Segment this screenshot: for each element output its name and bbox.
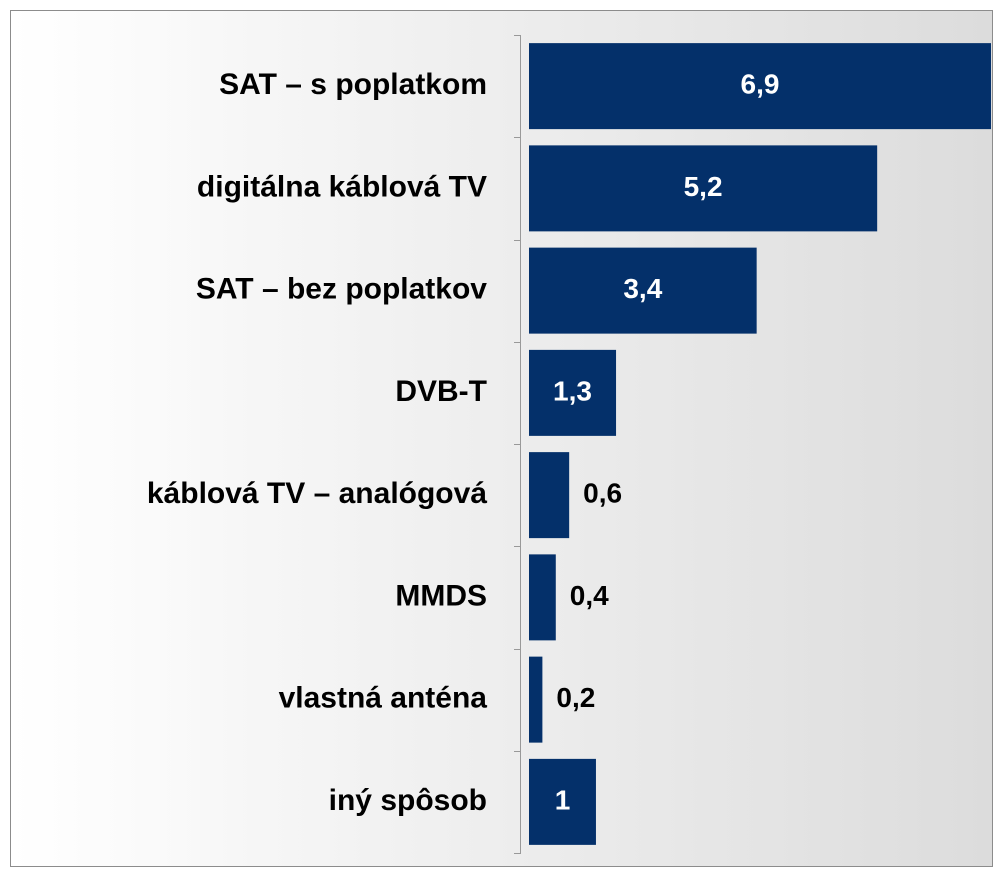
bar [529, 349, 617, 436]
bar [529, 145, 878, 232]
bar [529, 452, 570, 539]
bar [529, 758, 596, 845]
value-label: 0,4 [570, 580, 609, 611]
value-label: 1 [555, 784, 571, 815]
bar [529, 656, 543, 743]
value-label: 1,3 [553, 375, 592, 406]
value-label: 0,2 [556, 682, 595, 713]
bar [529, 554, 556, 641]
category-label: SAT – bez poplatkov [196, 273, 487, 306]
category-label: digitálna káblová TV [197, 170, 487, 203]
bar [529, 43, 991, 130]
value-label: 6,9 [741, 69, 780, 100]
category-label: MMDS [395, 579, 487, 612]
category-label: káblová TV – analógová [147, 477, 487, 510]
chart-frame [10, 10, 993, 867]
category-label: SAT – s poplatkom [219, 68, 487, 101]
value-label: 3,4 [623, 273, 662, 304]
value-label: 0,6 [583, 478, 622, 509]
category-label: DVB-T [395, 375, 487, 408]
bar [529, 247, 757, 334]
value-label: 5,2 [684, 171, 723, 202]
category-label: iný spôsob [329, 784, 487, 817]
category-label: vlastná anténa [279, 682, 488, 715]
